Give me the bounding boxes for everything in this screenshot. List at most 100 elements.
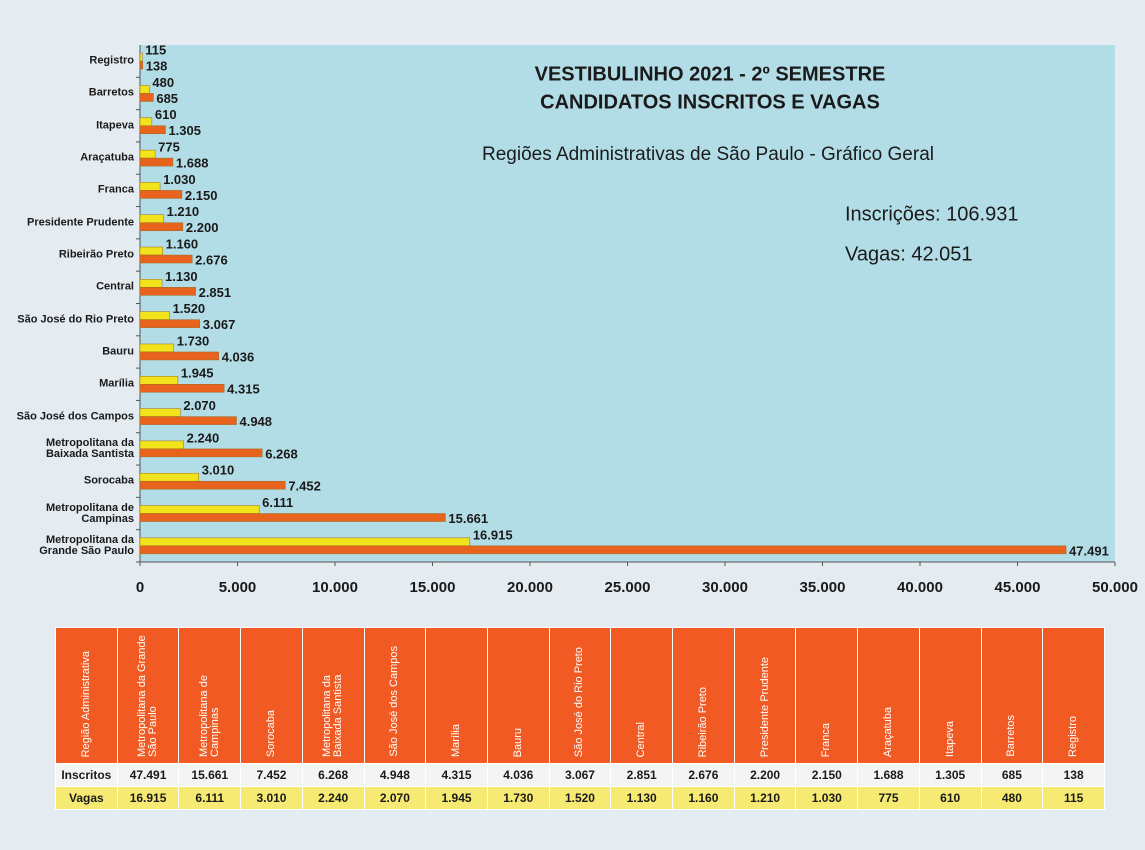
data-label: 2.240: [187, 430, 220, 445]
header-cell: Metropolitana da Baixada Santista: [301, 627, 365, 764]
x-tick-label: 40.000: [897, 579, 943, 596]
header-text: São José do Rio Preto: [573, 646, 586, 757]
data-label: 3.067: [203, 317, 236, 332]
data-label: 115: [145, 43, 166, 58]
table-cell: 1.945: [425, 786, 488, 810]
y-tick-label: Metropolitana da Baixada Santista: [45, 436, 134, 460]
table-cell: 2.070: [363, 786, 427, 810]
bar: [139, 222, 184, 231]
data-label: 6.268: [265, 446, 298, 461]
header-cell: Ribeirão Preto: [672, 627, 735, 764]
data-label: 47.491: [1069, 543, 1109, 558]
table-cell: 610: [918, 786, 982, 810]
table-cell: 2.851: [610, 763, 674, 787]
x-tick-label: 20.000: [507, 579, 553, 596]
header-text: São José dos Campos: [388, 646, 401, 757]
y-tick-label: Metropolitana de Campinas: [45, 501, 134, 525]
data-label: 1.210: [167, 204, 200, 219]
data-label: 685: [156, 91, 178, 106]
header-text: Barretos: [1005, 715, 1018, 757]
table-cell: 115: [1042, 786, 1105, 810]
data-label: 1.730: [177, 333, 210, 348]
header-text: Araçatuba: [881, 706, 894, 757]
header-cell: Itapeva: [918, 627, 982, 764]
bar: [139, 279, 163, 288]
bar: [139, 149, 156, 159]
table-cell: 6.111: [178, 786, 242, 810]
chart: VESTIBULINHO 2021 - 2º SEMESTRE CANDIDAT…: [136, 43, 1138, 596]
table-cell: 3.010: [240, 786, 303, 810]
x-tick-label: 35.000: [800, 579, 846, 596]
table-cell: 1.160: [672, 786, 735, 810]
table-cell: 138: [1042, 763, 1105, 787]
header-text: Itapeva: [943, 720, 956, 757]
y-tick-label: Araçatuba: [80, 151, 134, 164]
data-label: 2.070: [183, 398, 216, 413]
bar: [139, 505, 260, 514]
data-label: 15.661: [448, 511, 488, 526]
table-cell: 4.948: [363, 763, 427, 787]
y-tick-label: Itapeva: [96, 119, 134, 132]
table-cell: 1.305: [918, 763, 982, 787]
data-label: 2.200: [186, 220, 219, 235]
data-label: 7.452: [288, 479, 321, 494]
data-label: 1.688: [176, 156, 209, 171]
bar: [139, 93, 154, 102]
y-tick-label: Presidente Prudente: [27, 216, 134, 229]
data-label: 610: [155, 107, 177, 122]
data-label: 2.676: [195, 252, 228, 267]
header-text: Metropolitana de Campinas: [197, 675, 221, 757]
data-label: 775: [158, 140, 180, 155]
y-tick-label: Bauru: [102, 345, 134, 358]
y-tick-label: Central: [96, 280, 134, 293]
header-text: Sorocaba: [264, 709, 277, 757]
bar: [139, 85, 150, 94]
header-text: Central: [635, 721, 648, 757]
header-cell: Barretos: [980, 627, 1044, 764]
bar: [139, 117, 153, 127]
table-cell: 1.030: [795, 786, 859, 810]
bar: [139, 545, 1067, 555]
table-cell: 4.315: [425, 763, 488, 787]
bar: [139, 182, 161, 191]
annotation: Inscrições: 106.931: [845, 203, 1018, 225]
table-cell: 4.036: [486, 763, 550, 787]
header-cell: Bauru: [486, 627, 550, 764]
annotation: Vagas: 42.051: [845, 243, 973, 265]
table-row: Inscritos 47.491 15.661 7.452 6.268 4.948 4.31…: [55, 763, 1105, 787]
header-cell: Marília: [425, 627, 488, 764]
bar: [139, 440, 184, 450]
header-text: Ribeirão Preto: [696, 686, 709, 757]
bar: [139, 246, 163, 256]
data-label: 4.315: [227, 382, 260, 397]
data-label: 4.036: [222, 349, 255, 364]
x-tick-label: 10.000: [312, 579, 358, 596]
data-label: 16.915: [473, 527, 513, 542]
y-tick-label: Barretos: [88, 86, 134, 99]
bar: [139, 480, 286, 490]
bar: [139, 319, 201, 328]
x-tick-label: 0: [136, 579, 144, 596]
header-cell: Região Administrativa: [55, 627, 118, 764]
table-cell: 47.491: [116, 763, 180, 787]
data-label: 4.948: [239, 414, 272, 429]
table-cell: 1.130: [610, 786, 674, 810]
data-label: 480: [152, 75, 174, 90]
bar: [139, 125, 166, 135]
bar: [139, 311, 170, 320]
header-text: Marília: [450, 723, 463, 757]
header-text: Região Administrativa: [79, 650, 92, 757]
table-cell: 1.688: [857, 763, 920, 787]
table-row: Vagas 16.915 6.111 3.010 2.240 2.070 1.945 1.73…: [55, 786, 1105, 810]
table-cell: 2.676: [672, 763, 735, 787]
bar: [139, 287, 196, 296]
header-cell: Franca: [795, 627, 859, 764]
y-tick-label: Franca: [97, 183, 134, 196]
y-tick-label: Marília: [99, 377, 134, 390]
data-label: 1.130: [165, 269, 198, 284]
bar: [139, 513, 446, 522]
header-text: Franca: [820, 722, 833, 757]
table-cell: 3.067: [548, 763, 612, 787]
data-label: 1.305: [168, 123, 201, 138]
